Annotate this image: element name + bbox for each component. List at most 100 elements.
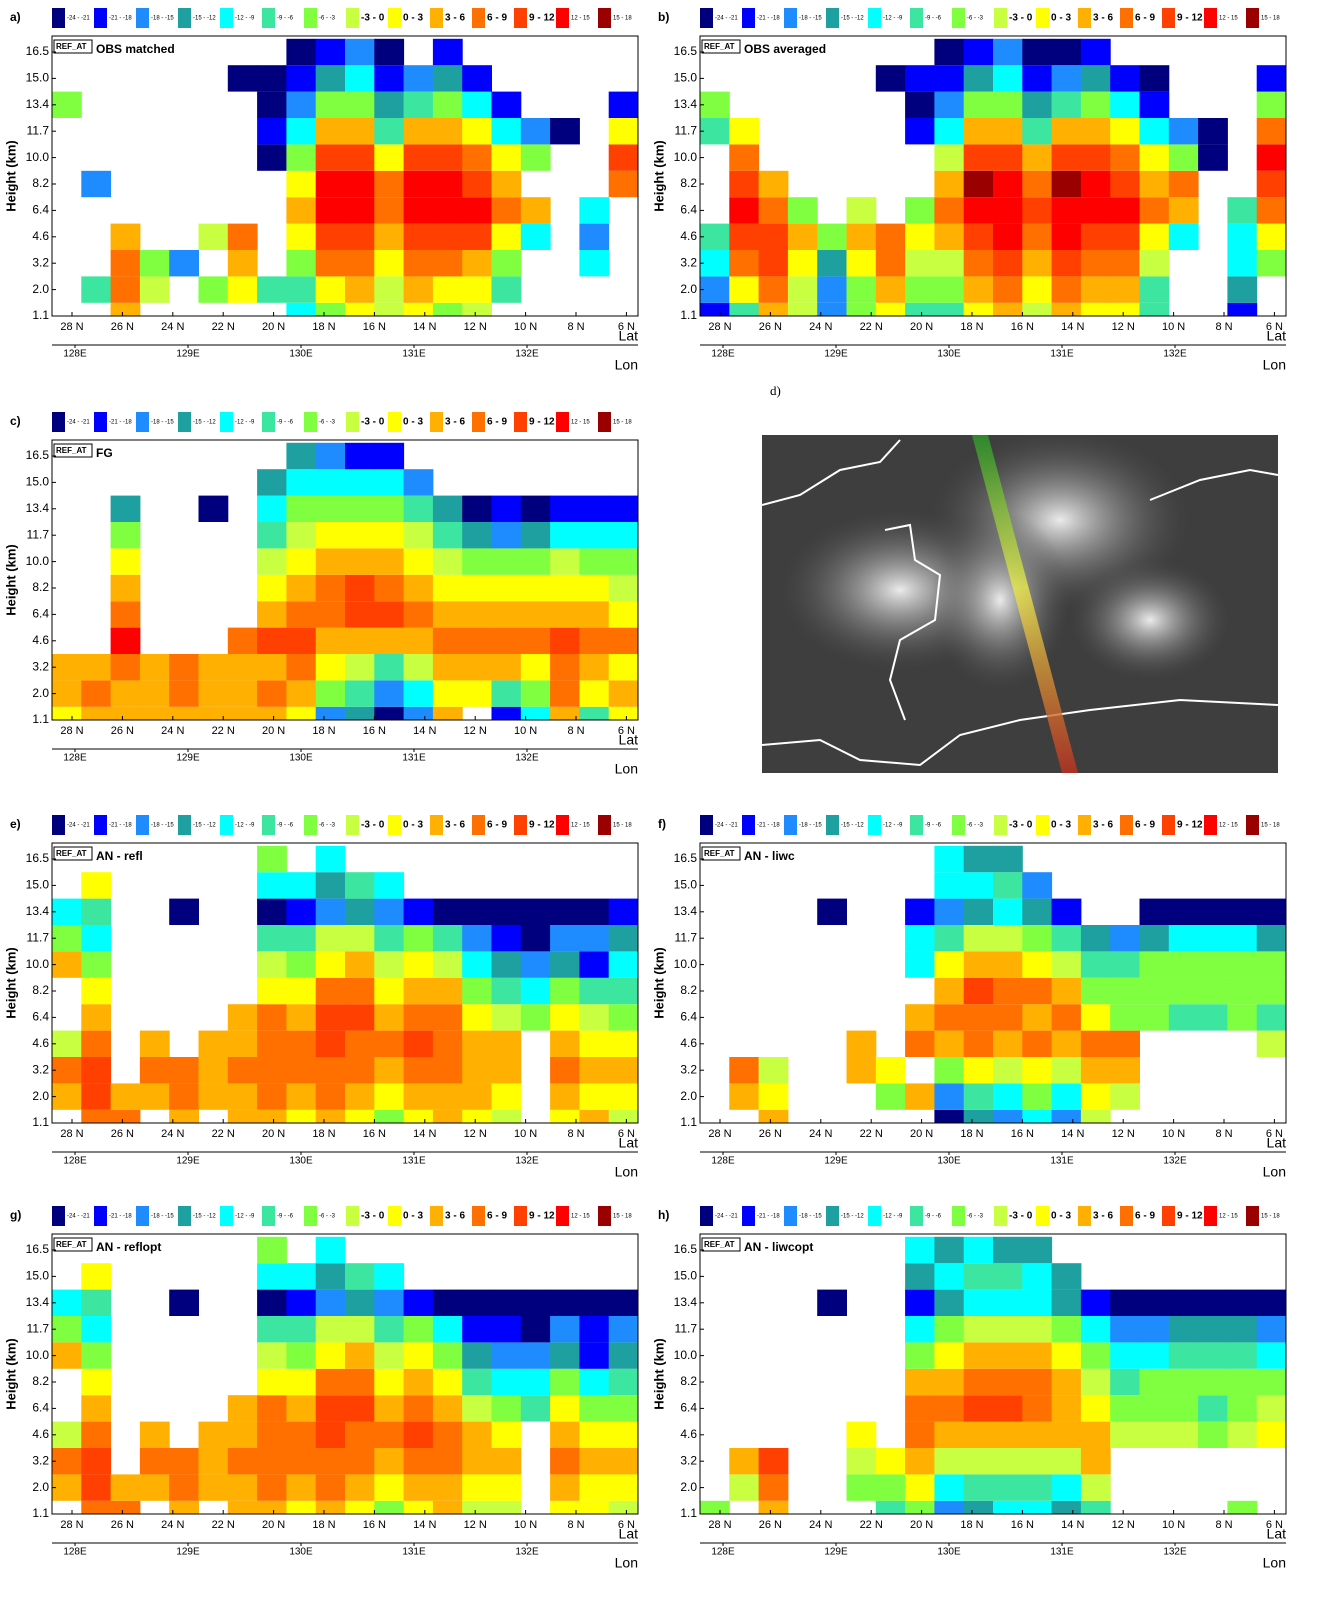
cell <box>579 1342 610 1369</box>
cell <box>1198 1342 1228 1369</box>
cell <box>345 706 375 720</box>
y-tick-label: 3.2 <box>32 1453 49 1467</box>
cell <box>934 872 965 899</box>
x2-tick-label: 130E <box>289 1156 313 1167</box>
cell <box>608 170 639 198</box>
cell <box>550 951 580 978</box>
cell <box>579 1057 610 1084</box>
cell <box>403 1342 434 1369</box>
cell <box>608 522 639 549</box>
cell <box>963 1421 994 1448</box>
cell <box>608 680 639 707</box>
cell <box>520 522 551 549</box>
y-tick-label: 1.1 <box>32 712 49 726</box>
cell <box>1110 951 1140 978</box>
cell <box>1051 1500 1082 1514</box>
panel-label: h) <box>658 1208 669 1222</box>
cell <box>934 38 965 66</box>
cell <box>345 1263 375 1290</box>
cell <box>993 845 1023 873</box>
legend-swatch <box>178 412 191 432</box>
cell <box>608 925 639 952</box>
cell <box>787 223 818 250</box>
cell <box>198 223 229 250</box>
panel-title: OBS matched <box>96 42 175 56</box>
legend-swatch <box>514 815 527 835</box>
cell <box>432 1289 463 1316</box>
cell <box>1168 1004 1199 1031</box>
legend-label: 9 - 12 <box>529 13 555 24</box>
cell <box>1227 250 1258 277</box>
legend-swatch <box>1204 815 1217 835</box>
cell <box>315 302 346 316</box>
cell <box>462 977 492 1005</box>
cell <box>905 250 935 277</box>
cell <box>700 250 730 277</box>
cell <box>345 1448 375 1475</box>
cell <box>1110 1368 1140 1396</box>
cell <box>1110 197 1140 224</box>
cell <box>462 1342 492 1369</box>
legend-swatch <box>430 412 443 432</box>
x2-axis-label: Lon <box>1263 357 1286 373</box>
cell <box>934 1316 965 1343</box>
legend-label: -12 - -9 <box>235 823 255 829</box>
cell <box>550 627 580 654</box>
legend-swatch <box>1120 815 1133 835</box>
cell <box>432 1004 463 1031</box>
cell <box>315 1368 346 1396</box>
y-axis-label: Height (km) <box>3 947 18 1019</box>
cell <box>1227 302 1258 316</box>
cell <box>374 977 405 1005</box>
x2-axis-label: Lon <box>615 1555 638 1571</box>
cell <box>286 442 317 470</box>
panel-label: d) <box>770 383 781 398</box>
cell <box>993 250 1023 277</box>
cell <box>1051 276 1082 303</box>
cell <box>1110 1057 1140 1084</box>
cell <box>315 223 346 250</box>
cell <box>257 1368 287 1396</box>
cell <box>139 1057 170 1084</box>
box-label-frame <box>701 39 741 54</box>
x-tick-label: 24 N <box>161 1519 184 1531</box>
cell <box>345 925 375 952</box>
legend-label: 12 - 15 <box>571 420 590 426</box>
y-tick-label: 15.0 <box>26 1269 50 1283</box>
cell <box>345 1421 375 1448</box>
cell <box>1139 223 1170 250</box>
cell <box>934 144 965 171</box>
cell <box>993 38 1023 66</box>
cell <box>81 170 112 198</box>
cell <box>110 1109 141 1123</box>
cell <box>1022 65 1053 92</box>
cell <box>403 548 434 575</box>
cell <box>462 118 492 145</box>
cell <box>993 951 1023 978</box>
cell <box>315 1289 346 1316</box>
legend-swatch <box>430 1206 443 1226</box>
x-tick-label: 14 N <box>413 321 436 333</box>
cell <box>1168 1421 1199 1448</box>
y-tick-label: 1.1 <box>32 1115 49 1129</box>
legend-swatch <box>472 1206 485 1226</box>
legend-label: 6 - 9 <box>1135 820 1155 831</box>
y-tick-label: 13.4 <box>674 904 698 918</box>
cell <box>374 872 405 899</box>
cell <box>81 1030 112 1057</box>
cell <box>462 276 492 303</box>
plot-frame <box>51 842 639 1124</box>
legend-label: -24 - -21 <box>67 420 90 426</box>
legend-label: 9 - 12 <box>529 820 555 831</box>
cell <box>286 144 317 171</box>
y-tick-label: 15.0 <box>26 71 50 85</box>
legend-label: 9 - 12 <box>529 1211 555 1222</box>
cell <box>550 1289 580 1316</box>
x2-tick-label: 130E <box>937 1156 961 1167</box>
x-axis-label: Lat <box>619 1526 639 1542</box>
legend-swatch <box>868 8 881 28</box>
cell <box>520 1289 551 1316</box>
cell <box>81 1316 112 1343</box>
cell <box>491 548 522 575</box>
cell <box>579 1474 610 1501</box>
